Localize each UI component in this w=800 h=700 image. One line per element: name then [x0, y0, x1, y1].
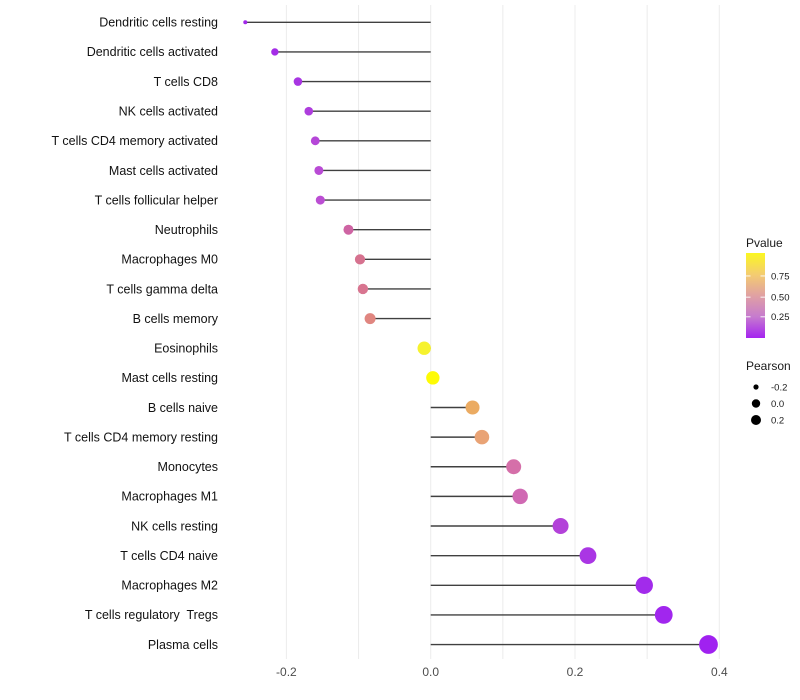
row-label: NK cells resting — [131, 519, 218, 533]
x-tick-label: 0.2 — [567, 665, 584, 679]
row-label: T cells CD4 memory activated — [52, 134, 219, 148]
colorbar-tick-label: 0.50 — [771, 293, 790, 304]
colorbar-tick-label: 0.25 — [771, 312, 790, 323]
lollipop-dot — [654, 606, 673, 624]
row-label: Eosinophils — [154, 342, 218, 356]
x-axis-tick-labels: -0.2 0.0 0.2 0.4 — [276, 665, 728, 679]
lollipop-dot — [635, 576, 653, 594]
lollipop-dot — [293, 77, 303, 86]
row-label: NK cells activated — [119, 104, 218, 118]
lollipop-dot — [364, 313, 376, 325]
lollipop-dot — [315, 195, 325, 205]
pvalue-legend-title: Pvalue — [746, 236, 783, 250]
pvalue-colorbar: 0.75 0.50 0.25 — [746, 253, 790, 338]
row-label: T cells CD8 — [154, 75, 218, 89]
row-label: T cells CD4 memory resting — [64, 430, 218, 444]
row-label: Neutrophils — [155, 223, 218, 237]
pearson-legend-label: 0.2 — [771, 415, 784, 426]
lollipop-dot — [506, 459, 522, 475]
x-tick-label: 0.0 — [422, 665, 439, 679]
colorbar-tick-label: 0.75 — [771, 271, 790, 282]
x-tick-label: -0.2 — [276, 665, 297, 679]
row-label: Mast cells resting — [121, 371, 218, 385]
lollipop-dot — [243, 20, 248, 25]
lollipop-dot — [271, 48, 279, 56]
lollipop-stems — [245, 21, 709, 646]
lollipop-dot — [579, 547, 597, 565]
lollipop-dot — [314, 165, 324, 175]
pearson-size-legend: -0.2 0.0 0.2 — [751, 382, 787, 426]
lollipop-dot — [465, 400, 480, 415]
lollipop-dot — [343, 224, 354, 235]
y-axis-labels: Dendritic cells resting Dendritic cells a… — [52, 16, 219, 652]
row-label: T cells follicular helper — [95, 193, 218, 207]
pearson-legend-label: -0.2 — [771, 382, 787, 393]
lollipop-dot — [426, 371, 440, 385]
row-label: Monocytes — [158, 460, 218, 474]
pearson-legend-dot — [753, 384, 759, 390]
row-label: Macrophages M0 — [121, 253, 218, 267]
row-label: B cells memory — [133, 312, 219, 326]
lollipop-dots — [243, 20, 718, 654]
row-label: Mast cells activated — [109, 164, 218, 178]
lollipop-dot — [512, 488, 528, 505]
lollipop-dot — [357, 283, 369, 295]
row-label: T cells regulatory Tregs — [85, 608, 218, 622]
lollipop-dot — [474, 429, 490, 445]
legend: Pvalue 0.75 0.50 0.25 Pearson -0.2 0.0 0.2 — [746, 236, 791, 426]
row-label: Plasma cells — [148, 638, 218, 652]
pearson-legend-title: Pearson — [746, 359, 791, 373]
row-label: T cells gamma delta — [106, 282, 218, 296]
row-label: Dendritic cells activated — [87, 45, 218, 59]
row-label: T cells CD4 naive — [120, 549, 218, 563]
row-label: Dendritic cells resting — [99, 16, 218, 30]
gridlines — [285, 5, 720, 659]
pearson-legend-label: 0.0 — [771, 399, 784, 410]
lollipop-dot — [552, 518, 569, 535]
lollipop-dot — [304, 106, 314, 116]
lollipop-dot — [310, 136, 320, 146]
x-tick-label: 0.4 — [711, 665, 728, 679]
lollipop-dot — [699, 635, 718, 654]
colorbar-bar — [746, 253, 765, 338]
row-label: B cells naive — [148, 401, 218, 415]
lollipop-dot — [354, 254, 366, 265]
row-label: Macrophages M2 — [121, 579, 218, 593]
pearson-legend-dot — [751, 399, 761, 408]
row-label: Macrophages M1 — [121, 490, 218, 504]
lollipop-dot — [417, 341, 431, 355]
pearson-legend-dot — [751, 415, 761, 425]
